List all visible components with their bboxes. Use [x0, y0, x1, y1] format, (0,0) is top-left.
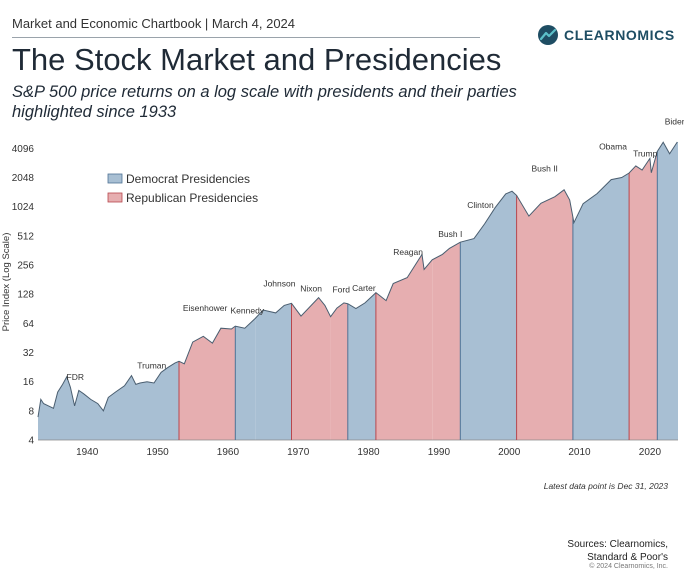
president-label-biden: Biden [665, 116, 684, 126]
y-tick-label: 256 [17, 261, 34, 272]
sources-line-2: Standard & Poor's [587, 552, 668, 563]
x-tick-label: 2010 [568, 447, 591, 458]
latest-data-note: Latest data point is Dec 31, 2023 [543, 481, 668, 491]
x-tick-label: 2020 [639, 447, 662, 458]
region-obama [572, 173, 630, 440]
x-tick-label: 1990 [428, 447, 451, 458]
president-label-truman: Truman [137, 361, 166, 371]
x-tick-label: 1950 [146, 447, 169, 458]
y-tick-label: 64 [23, 319, 35, 330]
region-bush-i [432, 242, 461, 440]
president-label-carter: Carter [352, 283, 376, 293]
region-truman [124, 361, 179, 440]
president-label-ford: Ford [332, 284, 350, 294]
region-johnson [255, 303, 292, 440]
x-tick-label: 1980 [357, 447, 380, 458]
x-tick-label: 1960 [217, 447, 240, 458]
party-regions [38, 142, 678, 440]
y-tick-label: 4 [28, 436, 34, 447]
y-tick-label: 4096 [12, 144, 35, 155]
region-bush-ii [516, 189, 573, 440]
region-carter [347, 292, 376, 440]
president-label-trump: Trump [633, 148, 658, 158]
legend-label-republican: Republican Presidencies [126, 191, 258, 205]
sources-note: Sources: Clearnomics, Standard & Poor's [567, 538, 668, 564]
president-label-obama: Obama [599, 142, 627, 152]
copyright: © 2024 Clearnomics, Inc. [589, 563, 668, 570]
x-tick-label: 2000 [498, 447, 521, 458]
president-label-bush-ii: Bush II [531, 164, 557, 174]
header-divider [12, 37, 480, 38]
y-tick-label: 128 [17, 290, 34, 301]
president-label-clinton: Clinton [467, 200, 494, 210]
clearnomics-logo: CLEARNOMICS [537, 24, 675, 46]
region-trump [629, 151, 658, 440]
x-tick-label: 1970 [287, 447, 310, 458]
y-tick-label: 32 [23, 348, 35, 359]
president-labels: FDR Truman Eisenhower Kennedy Johnson Nixon Fo… [67, 116, 684, 382]
president-label-bush-i: Bush I [438, 229, 462, 239]
legend-label-democrat: Democrat Presidencies [126, 172, 250, 186]
president-label-johnson: Johnson [263, 278, 295, 288]
presidency-dividers [178, 151, 658, 440]
region-fdr [38, 376, 125, 440]
y-tick-label: 8 [28, 406, 34, 417]
legend-swatch-republican [107, 192, 123, 203]
y-tick-label: 512 [17, 231, 34, 242]
chartbook-header: Market and Economic Chartbook | March 4,… [12, 16, 296, 31]
legend: Democrat Presidencies Republican Presiden… [107, 172, 258, 205]
y-tick-label: 2048 [12, 173, 35, 184]
page-title: The Stock Market and Presidencies [12, 42, 502, 77]
region-kennedy [235, 318, 256, 440]
region-eisenhower [179, 326, 236, 440]
sources-line-1: Sources: Clearnomics, [567, 539, 668, 550]
region-nixon [291, 297, 331, 440]
president-label-reagan: Reagan [393, 247, 423, 257]
y-tick-label: 1024 [12, 202, 35, 213]
logo-text: CLEARNOMICS [564, 27, 675, 43]
y-axis-title: Price Index (Log Scale) [1, 233, 12, 332]
region-ford [330, 302, 348, 440]
president-label-fdr: FDR [67, 372, 84, 382]
region-reagan [375, 254, 433, 440]
y-axis: 4 8 16 32 64 128 256 512 1024 2048 4096 [12, 144, 35, 447]
region-biden [657, 142, 678, 440]
president-label-nixon: Nixon [300, 284, 322, 294]
page-subtitle: S&P 500 price returns on a log scale wit… [12, 83, 517, 121]
region-clinton [460, 191, 517, 440]
x-axis: 1940 1950 1960 1970 1980 1990 2000 2010 2020 [76, 447, 661, 458]
president-label-kennedy: Kennedy [231, 306, 265, 316]
legend-swatch-democrat [107, 173, 123, 184]
president-label-eisenhower: Eisenhower [183, 303, 228, 313]
x-tick-label: 1940 [76, 447, 99, 458]
y-tick-label: 16 [23, 377, 35, 388]
clearnomics-logo-icon [538, 25, 558, 45]
price-line [37, 141, 678, 418]
